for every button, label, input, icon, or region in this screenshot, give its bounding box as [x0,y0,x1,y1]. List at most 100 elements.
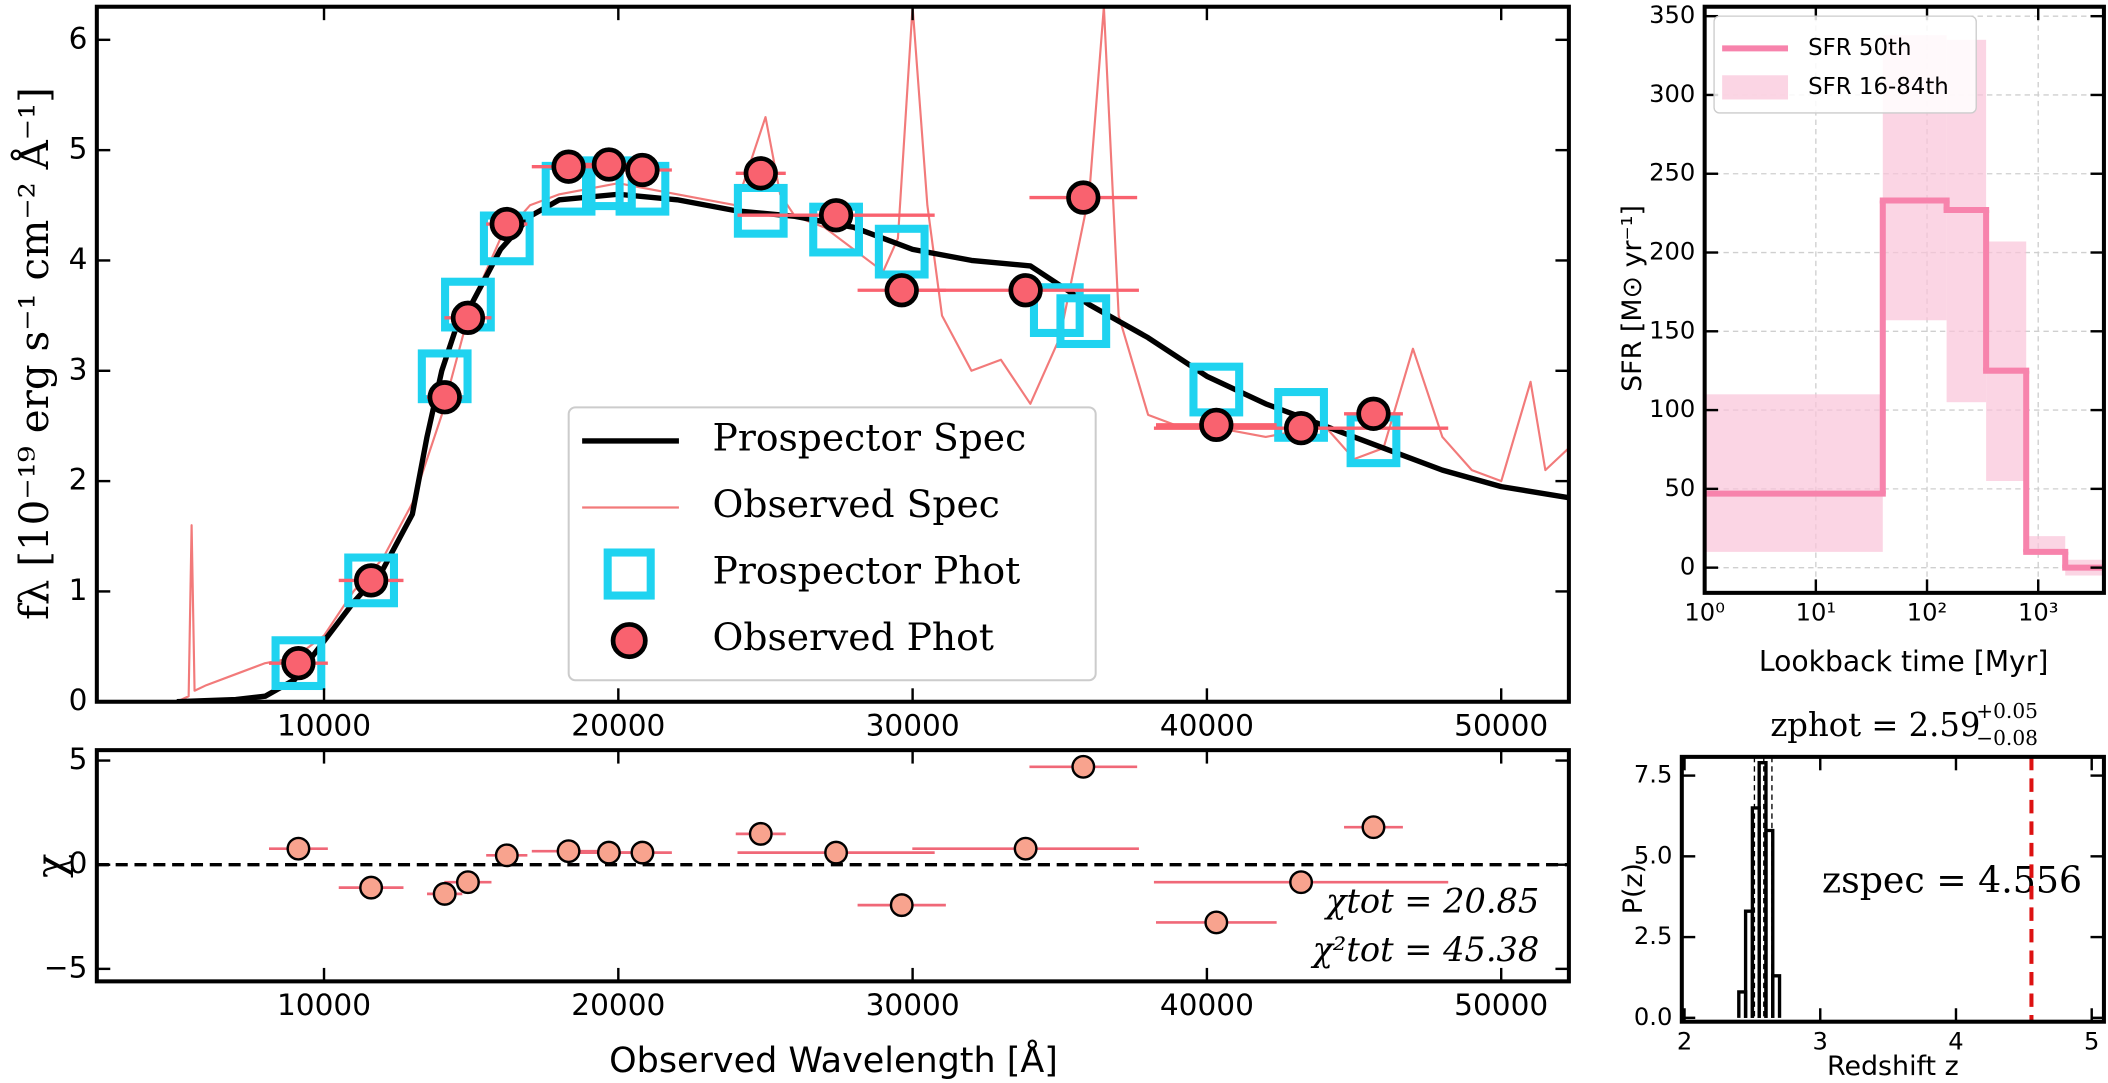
residual-point [1289,870,1314,895]
legend-label: Observed Phot [713,615,994,659]
x-tick-label: 20000 [571,988,665,1022]
axes: 10000 20000 30000 40000 50000 0 1 2 3 4 5 6 fλ [10⁻¹… [9,4,1571,742]
frame [1702,4,2106,595]
y-tick-label: 7.5 [1634,761,1672,789]
observed-phot-point [1283,411,1319,446]
y-tick-label: 1 [69,573,88,607]
plot-area [1737,756,2034,1022]
chi-annotation: χtot = 20.85 [1324,881,1539,920]
pz-title-lower: −0.08 [1976,726,2038,750]
spectrum-line [176,191,1569,702]
observed-phot-point [1008,273,1043,308]
legend: Prospector Spec Observed Spec Prospector P… [567,406,1097,682]
y-tick-label: 3 [69,352,88,386]
chi2-annotation: χ²tot = 45.38 [1311,930,1540,969]
y-tick-label: 350 [1649,1,1695,29]
observed-phot-point [551,149,586,184]
observed-phot-point [743,156,778,191]
y-tick-label: 0 [69,683,88,717]
plot-area [96,754,1569,935]
y-tick-label: 100 [1649,395,1695,423]
legend-label: Prospector Phot [713,549,1021,593]
model-phot-square [1056,294,1111,349]
y-tick-label: 0 [69,846,88,880]
x-axis-label: Observed Wavelength [Å] [609,1038,1058,1081]
sfr-band [2026,536,2066,552]
x-tick-label: 2 [1677,1027,1692,1055]
legend-label: SFR 16-84th [1808,74,1949,100]
residual-point [286,836,311,861]
observed-phot-point [1066,180,1101,215]
histogram-bin [1764,828,1775,1018]
residual-point [455,870,480,895]
x-tick-label: 5 [2084,1027,2099,1055]
axes: 2 3 4 5 0.0 2.5 5.0 7.5 Redshift z P(z) [1618,754,2106,1082]
y-tick-label: 50 [1664,474,1695,502]
y-tick-label: 5.0 [1634,841,1672,869]
legend-label: Observed Spec [713,482,1000,526]
residual-point [1071,754,1096,779]
y-axis-label: fλ [10⁻¹⁹ erg s⁻¹ cm⁻² Å⁻¹] [9,87,58,620]
x-tick-label: 10² [1907,598,1947,626]
x-tick-label: 10⁰ [1684,598,1724,626]
residual-point [630,840,655,865]
x-tick-label: 40000 [1160,708,1254,742]
y-tick-label: 5 [69,742,88,776]
histogram-bin [1771,974,1782,1018]
y-tick-label: 2 [69,463,88,497]
legend-box [567,406,1097,682]
x-tick-label: 20000 [571,708,665,742]
residual-point [494,843,519,868]
x-tick-label: 30000 [866,708,960,742]
y-tick-label: 300 [1649,80,1695,108]
residual-point [1204,910,1229,935]
residual-point [889,893,914,918]
observed-phot-point [353,563,389,598]
x-tick-label: 4 [1948,1027,1963,1055]
y-axis-label: SFR [M⊙ yr⁻¹] [1617,205,1648,392]
residual-point [556,839,581,864]
residual-point [432,881,457,906]
legend-label: Prospector Spec [713,415,1027,459]
observed-phot-point [1356,396,1391,431]
x-tick-label: 10¹ [1796,598,1836,626]
observed-phot-point [450,300,486,335]
frame [94,4,1571,704]
y-tick-label: 250 [1649,159,1695,187]
y-tick-label: 5 [69,132,88,166]
y-axis-label: χ [27,854,74,878]
y-tick-label: 6 [69,21,88,55]
frame [1679,754,2106,1024]
x-tick-label: 40000 [1160,988,1254,1022]
legend-square [603,548,655,600]
observed-phot-point [489,206,524,242]
residual-point [596,840,621,865]
x-tick-label: 50000 [1454,988,1548,1022]
legend-swatch [1722,75,1789,100]
x-tick-label: 50000 [1454,708,1548,742]
axes: 10000 20000 30000 40000 50000 −5 0 5 Observed Wa… [27,742,1571,1081]
observed-phot-point [427,380,462,415]
frame [94,748,1571,984]
y-tick-label: 2.5 [1634,922,1672,950]
residual-point [1361,815,1386,840]
x-tick-label: 3 [1813,1027,1828,1055]
residual-point [359,875,384,900]
residual-point [748,821,773,846]
residual-point [1013,836,1038,861]
y-tick-label: 150 [1649,316,1695,344]
pz-title-upper: +0.05 [1976,699,2038,723]
observed-phot-point [1199,407,1234,442]
observed-phot-point [818,198,854,233]
y-tick-label: 4 [69,242,88,276]
legend-label: SFR 50th [1808,35,1911,61]
sfr-band [1986,241,2027,481]
x-axis-label: Redshift z [1827,1051,1959,1082]
y-tick-label: 0 [1680,553,1695,581]
plot-area [176,6,1569,702]
residual-point [824,840,849,865]
sfr-band [1704,394,1883,552]
pz-title: zphot = 2.59 [1770,706,1980,744]
